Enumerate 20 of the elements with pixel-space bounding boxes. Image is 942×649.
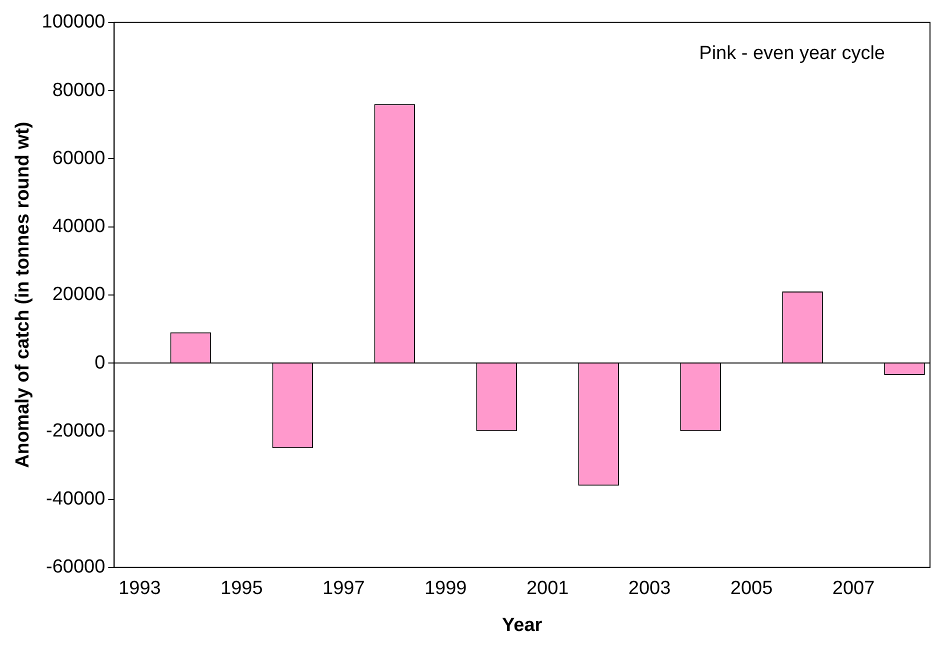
x-tick-label: 1999: [424, 578, 467, 600]
y-axis-title: Anomaly of catch (in tonnes round wt): [12, 122, 34, 468]
x-axis-title: Year: [502, 614, 543, 636]
y-tick-label: -60000: [46, 556, 106, 578]
x-tick-label: 2005: [730, 578, 773, 600]
y-tick-label: 0: [94, 352, 106, 374]
y-tick-label: 100000: [42, 12, 106, 33]
x-tick-label: 2001: [526, 578, 569, 600]
y-tick-label: 80000: [52, 80, 106, 101]
x-tick-label: 1997: [322, 578, 365, 600]
x-tick-label: 2003: [628, 578, 671, 600]
y-tick-label: 40000: [52, 216, 106, 238]
x-tick-label: 1993: [118, 578, 161, 600]
y-tick-label: -40000: [46, 488, 106, 510]
y-tick-label: 20000: [52, 284, 106, 306]
x-tick-label: 2007: [832, 578, 875, 600]
y-tick-label: 60000: [52, 148, 106, 169]
x-tick-label: 1995: [220, 578, 263, 600]
y-tick-label: -20000: [46, 420, 106, 442]
annotation: Pink - even year cycle: [699, 43, 885, 64]
